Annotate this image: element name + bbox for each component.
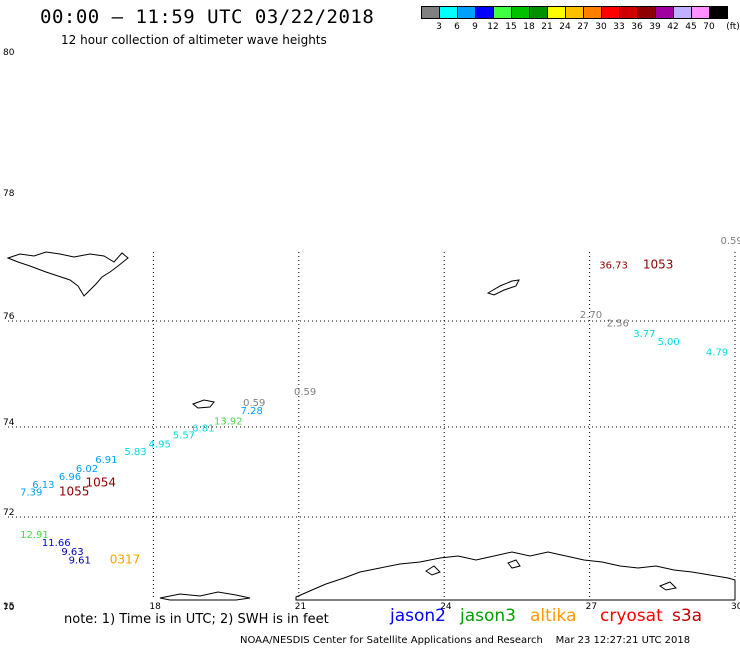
legend-label: 33 <box>613 22 625 32</box>
color-legend-labels: 3 6 9 12 15 18 21 24 27 30 33 36 39 42 45 70 (ft) <box>421 22 740 34</box>
wave-height-label: 5.83 <box>124 447 146 458</box>
wave-height-label: 36.73 <box>599 261 628 272</box>
coastline-west <box>159 591 251 601</box>
pass-id-label: 0317 <box>110 552 141 566</box>
wave-height-label: 13.92 <box>214 416 243 427</box>
wave-height-label: 7.39 <box>20 487 42 498</box>
lon-label: 27 <box>586 602 597 612</box>
wave-height-label: 6.81 <box>192 424 214 435</box>
map-subtitle: 12 hour collection of altimeter wave hei… <box>61 33 327 47</box>
units-note: note: 1) Time is in UTC; 2) SWH is in fe… <box>64 612 329 627</box>
legend-label: 36 <box>631 22 643 32</box>
wave-height-label: 9.63 <box>61 547 83 558</box>
legend-label: 70 <box>703 22 715 32</box>
wave-height-label: 6.02 <box>76 464 98 475</box>
legend-label: 30 <box>595 22 607 32</box>
bear-island-coastline <box>191 399 215 409</box>
islet <box>658 581 678 591</box>
satellite-cryosat: cryosat <box>600 606 663 626</box>
pass-id-label: 1053 <box>643 258 674 272</box>
wave-height-label: 9.61 <box>69 555 91 566</box>
legend-swatch <box>709 6 728 19</box>
wave-height-label: 4.79 <box>706 347 728 358</box>
wave-height-label: 6.91 <box>95 455 117 466</box>
satellite-s3a: s3a <box>672 606 703 626</box>
legend-label: 15 <box>505 22 517 32</box>
wave-height-label: 6.96 <box>59 472 81 483</box>
legend-label: 9 <box>472 22 478 32</box>
wave-height-label: 2.56 <box>607 318 629 329</box>
wave-height-label: 3.77 <box>633 329 655 340</box>
legend-label: 42 <box>667 22 679 32</box>
satellite-jason2: jason2 <box>390 606 446 626</box>
lat-label: 78 <box>3 189 15 199</box>
satellite-jason3: jason3 <box>460 606 516 626</box>
lon-label: 24 <box>440 602 452 612</box>
legend-label: 21 <box>541 22 553 32</box>
footer-timestamp: Mar 23 12:27:21 UTC 2018 <box>555 635 691 646</box>
legend-unit: (ft) <box>726 22 740 32</box>
lat-label: 74 <box>3 418 15 428</box>
pass-id-label: 1055 <box>59 484 90 498</box>
legend-label: 24 <box>559 22 571 32</box>
pass-id-label: 1054 <box>86 475 117 489</box>
lon-label: 18 <box>149 602 161 612</box>
wave-height-label: 6.13 <box>32 480 54 491</box>
lon-label: 30 <box>731 602 740 612</box>
legend-label: 45 <box>685 22 697 32</box>
islet <box>507 559 521 569</box>
wave-height-label: 5.00 <box>657 337 679 348</box>
svalbard-coastline <box>6 251 129 297</box>
lat-label: 70 <box>3 603 15 613</box>
wave-height-label: 0.59 <box>294 387 316 398</box>
color-legend <box>421 6 728 19</box>
wave-height-label: 0.59 <box>243 398 265 409</box>
lat-label: 80 <box>3 48 15 58</box>
wave-height-label: 11.66 <box>42 538 71 549</box>
lon-label: 15 <box>3 602 14 612</box>
legend-label: 12 <box>487 22 499 32</box>
wave-height-label: 4.95 <box>149 439 171 450</box>
norway-coastline <box>295 551 736 601</box>
lat-label: 76 <box>3 312 15 322</box>
legend-label: 39 <box>649 22 661 32</box>
wave-height-label: 12.91 <box>20 530 49 541</box>
legend-label: 3 <box>436 22 442 32</box>
map-title: 00:00 – 11:59 UTC 03/22/2018 <box>40 6 375 28</box>
footer-credit: NOAA/NESDIS Center for Satellite Applica… <box>240 635 690 646</box>
legend-label: 27 <box>577 22 589 32</box>
satellite-altika: altika <box>530 606 577 626</box>
kong-karls-land-coastline <box>486 279 520 296</box>
wave-height-label: 5.57 <box>173 430 195 441</box>
footer-source: NOAA/NESDIS Center for Satellite Applica… <box>240 635 543 646</box>
legend-label: 18 <box>523 22 535 32</box>
wave-height-label: 0.59 <box>720 236 740 247</box>
wave-height-label: 2.70 <box>580 310 602 321</box>
islet <box>425 565 441 576</box>
wave-height-label: 7.28 <box>241 406 263 417</box>
lon-label: 21 <box>295 602 306 612</box>
legend-label: 6 <box>454 22 460 32</box>
lat-label: 72 <box>3 508 14 518</box>
